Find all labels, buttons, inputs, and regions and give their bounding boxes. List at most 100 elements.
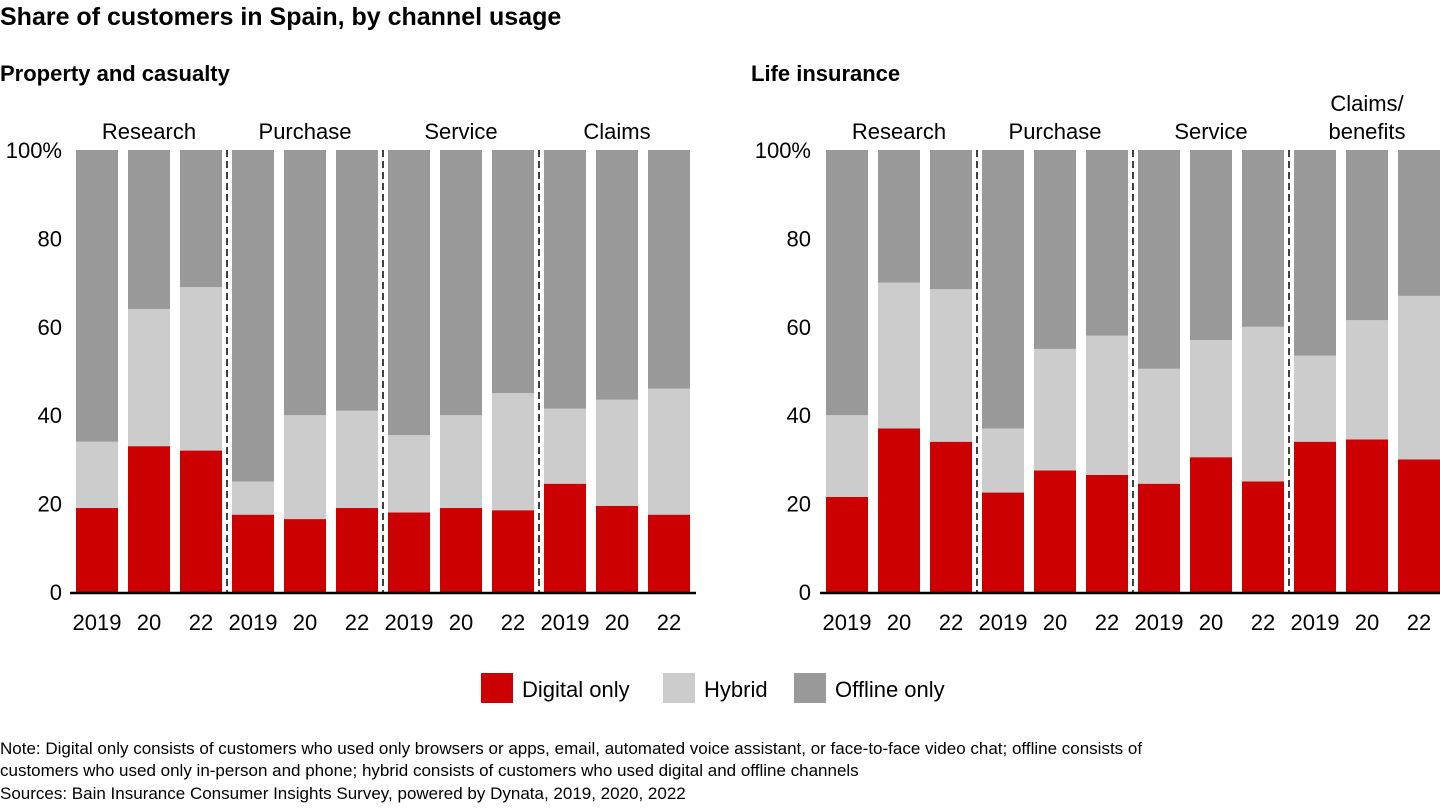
bar-hybrid bbox=[544, 408, 586, 484]
x-tick-label: 22 bbox=[657, 610, 681, 635]
legend-swatch bbox=[663, 673, 695, 703]
bar-hybrid bbox=[596, 399, 638, 506]
bar-hybrid bbox=[128, 309, 170, 447]
x-tick-label: 20 bbox=[293, 610, 317, 635]
note-line-1: Note: Digital only consists of customers… bbox=[0, 739, 1143, 758]
bar-digital-only bbox=[76, 508, 118, 592]
group-label: benefits bbox=[1328, 119, 1405, 144]
y-tick-label: 100% bbox=[6, 138, 62, 163]
legend-label: Offline only bbox=[835, 677, 945, 702]
y-tick-label: 40 bbox=[787, 403, 811, 428]
x-tick-label: 2019 bbox=[979, 610, 1028, 635]
bar-offline-only bbox=[76, 150, 118, 442]
bar-offline-only bbox=[982, 150, 1024, 429]
y-tick-label: 0 bbox=[799, 580, 811, 605]
bar-offline-only bbox=[284, 150, 326, 416]
group-label: Service bbox=[1174, 119, 1247, 144]
bar-hybrid bbox=[878, 282, 920, 429]
bar-digital-only bbox=[1398, 459, 1440, 592]
legend-swatch bbox=[481, 673, 513, 703]
bar-hybrid bbox=[388, 435, 430, 513]
y-tick-label: 40 bbox=[38, 403, 62, 428]
bar-hybrid bbox=[1138, 368, 1180, 484]
bar-digital-only bbox=[648, 514, 690, 592]
x-tick-label: 2019 bbox=[1135, 610, 1184, 635]
chart-title: Share of customers in Spain, by channel … bbox=[0, 3, 562, 31]
bar-digital-only bbox=[492, 510, 534, 592]
x-tick-label: 20 bbox=[449, 610, 473, 635]
bar-hybrid bbox=[232, 481, 274, 515]
group-label: Claims bbox=[583, 119, 650, 144]
bar-offline-only bbox=[388, 150, 430, 436]
bar-offline-only bbox=[1242, 150, 1284, 327]
bar-hybrid bbox=[180, 287, 222, 451]
bar-hybrid bbox=[1242, 326, 1284, 482]
bar-hybrid bbox=[492, 393, 534, 511]
y-tick-label: 100% bbox=[755, 138, 811, 163]
x-tick-label: 2019 bbox=[229, 610, 278, 635]
bar-hybrid bbox=[1086, 335, 1128, 475]
bar-hybrid bbox=[826, 415, 868, 497]
bar-digital-only bbox=[930, 441, 972, 592]
group-label: Claims/ bbox=[1330, 91, 1404, 116]
bar-digital-only bbox=[826, 496, 868, 592]
group-label: Purchase bbox=[259, 119, 352, 144]
x-tick-label: 22 bbox=[1095, 610, 1119, 635]
bar-hybrid bbox=[982, 428, 1024, 493]
x-tick-label: 22 bbox=[939, 610, 963, 635]
x-tick-label: 2019 bbox=[385, 610, 434, 635]
x-tick-label: 20 bbox=[605, 610, 629, 635]
x-tick-label: 20 bbox=[887, 610, 911, 635]
y-tick-label: 20 bbox=[38, 492, 62, 517]
group-label: Research bbox=[852, 119, 946, 144]
x-tick-label: 2019 bbox=[73, 610, 122, 635]
bar-digital-only bbox=[1138, 483, 1180, 592]
x-tick-label: 20 bbox=[137, 610, 161, 635]
bar-digital-only bbox=[128, 446, 170, 592]
legend-label: Hybrid bbox=[704, 677, 768, 702]
group-label: Purchase bbox=[1009, 119, 1102, 144]
bar-digital-only bbox=[878, 428, 920, 592]
bar-offline-only bbox=[648, 150, 690, 389]
bar-digital-only bbox=[1242, 481, 1284, 592]
sources-line: Sources: Bain Insurance Consumer Insight… bbox=[0, 784, 686, 803]
y-tick-label: 80 bbox=[787, 226, 811, 251]
bar-digital-only bbox=[388, 512, 430, 592]
bar-hybrid bbox=[76, 441, 118, 509]
x-tick-label: 20 bbox=[1355, 610, 1379, 635]
bar-offline-only bbox=[1086, 150, 1128, 336]
bar-digital-only bbox=[1294, 441, 1336, 592]
legend-label: Digital only bbox=[522, 677, 630, 702]
x-tick-label: 20 bbox=[1043, 610, 1067, 635]
bar-digital-only bbox=[232, 514, 274, 592]
bar-digital-only bbox=[596, 505, 638, 592]
bar-offline-only bbox=[1190, 150, 1232, 341]
bar-hybrid bbox=[1190, 340, 1232, 458]
bar-offline-only bbox=[128, 150, 170, 310]
x-tick-label: 22 bbox=[189, 610, 213, 635]
y-tick-label: 80 bbox=[38, 226, 62, 251]
bar-offline-only bbox=[930, 150, 972, 290]
bar-offline-only bbox=[1398, 150, 1440, 296]
bar-hybrid bbox=[284, 415, 326, 520]
bar-digital-only bbox=[440, 508, 482, 592]
bar-hybrid bbox=[1294, 355, 1336, 442]
bar-hybrid bbox=[1346, 320, 1388, 440]
bar-offline-only bbox=[544, 150, 586, 409]
y-tick-label: 60 bbox=[787, 315, 811, 340]
charts-layer: Property and casualty 0 20 40 60 80 100% Resear… bbox=[0, 61, 1440, 635]
bar-hybrid bbox=[648, 388, 690, 515]
bar-hybrid bbox=[440, 415, 482, 509]
bar-offline-only bbox=[180, 150, 222, 288]
bar-digital-only bbox=[544, 483, 586, 592]
bar-hybrid bbox=[1398, 295, 1440, 460]
bar-digital-only bbox=[180, 450, 222, 592]
x-tick-label: 2019 bbox=[1291, 610, 1340, 635]
bar-digital-only bbox=[336, 508, 378, 592]
bar-offline-only bbox=[826, 150, 868, 416]
bar-offline-only bbox=[596, 150, 638, 400]
bar-offline-only bbox=[1034, 150, 1076, 349]
bar-offline-only bbox=[1346, 150, 1388, 321]
x-tick-label: 22 bbox=[1251, 610, 1275, 635]
